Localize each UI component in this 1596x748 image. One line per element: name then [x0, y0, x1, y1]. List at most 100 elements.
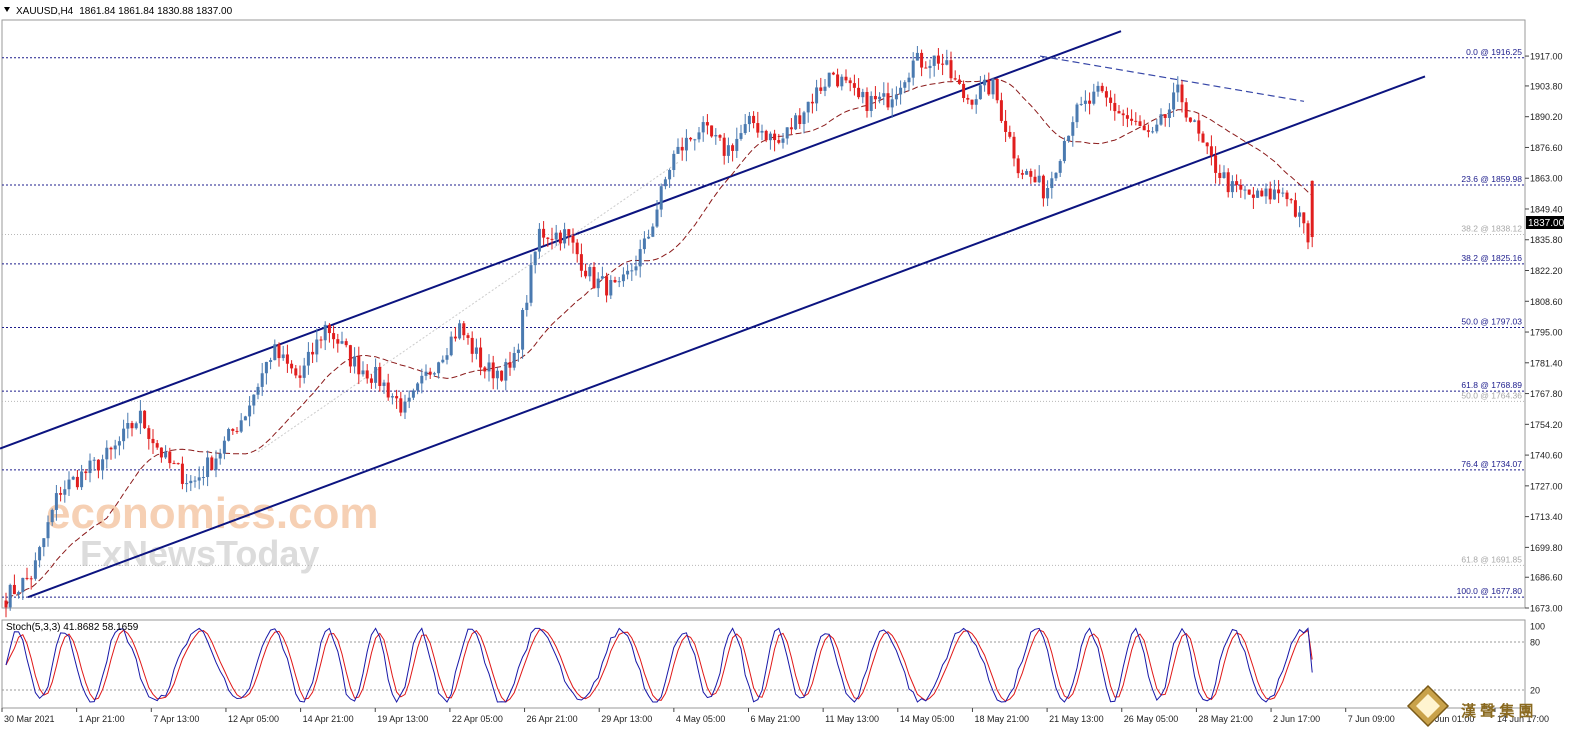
- candle-body: [155, 443, 159, 448]
- candle-body: [159, 447, 163, 458]
- candle: [428, 367, 432, 379]
- candle-body: [1130, 118, 1134, 121]
- candle-body: [915, 52, 919, 61]
- candle-body: [445, 355, 449, 360]
- candle: [319, 336, 323, 349]
- candle: [718, 134, 722, 141]
- candle-body: [642, 238, 646, 250]
- candle-body: [147, 428, 151, 439]
- candle: [869, 91, 873, 118]
- candle: [806, 101, 810, 123]
- stoch-main-line: [5, 627, 1313, 704]
- candle: [38, 545, 42, 568]
- candle: [1109, 90, 1113, 111]
- candle-body: [117, 441, 121, 446]
- candle: [1201, 131, 1205, 143]
- candle-body: [575, 242, 579, 255]
- candle: [546, 237, 550, 247]
- current-price-label: 1837.00: [1528, 218, 1565, 229]
- candle: [957, 74, 961, 85]
- candle-body: [88, 460, 92, 474]
- candle: [1289, 198, 1293, 204]
- candle-body: [848, 80, 852, 84]
- stoch-axis-label: 100: [1530, 622, 1545, 632]
- candle: [122, 419, 126, 450]
- candle: [743, 114, 747, 135]
- candle: [46, 515, 50, 547]
- candle-body: [1092, 91, 1096, 104]
- price-axis-label: 1903.80: [1530, 81, 1563, 91]
- candle-body: [760, 130, 764, 133]
- candle: [8, 583, 12, 611]
- time-axis-label: 6 May 21:00: [751, 714, 801, 724]
- candle-body: [1306, 223, 1310, 243]
- candle: [487, 354, 491, 382]
- candle: [1016, 155, 1020, 179]
- collapse-triangle-icon[interactable]: [4, 7, 10, 12]
- candle: [466, 332, 470, 345]
- candle: [185, 473, 189, 493]
- candle-body: [1125, 115, 1129, 119]
- candle: [752, 111, 756, 129]
- candle-body: [302, 365, 306, 378]
- candle-body: [626, 270, 630, 275]
- candle-body: [4, 600, 8, 608]
- price-axis-label: 1876.60: [1530, 143, 1563, 153]
- candle: [1041, 174, 1045, 207]
- fib-level-label: 100.0 @ 1677.80: [1457, 586, 1523, 596]
- candle: [1071, 116, 1075, 147]
- candle: [495, 367, 499, 390]
- candle-body: [1121, 113, 1125, 116]
- candle: [315, 328, 319, 363]
- candle-body: [101, 459, 105, 471]
- candle-body: [67, 479, 71, 490]
- candle: [479, 337, 483, 376]
- candle-body: [718, 135, 722, 138]
- candle: [1130, 109, 1134, 126]
- candle-body: [861, 91, 865, 98]
- candle-body: [903, 82, 907, 88]
- candle: [798, 108, 802, 129]
- candle: [59, 486, 63, 502]
- candle: [907, 72, 911, 91]
- fib-level-label: 61.8 @ 1768.89: [1461, 380, 1522, 390]
- candle-body: [1029, 171, 1033, 177]
- candle: [1054, 172, 1058, 182]
- candle: [214, 450, 218, 478]
- candle: [680, 137, 684, 161]
- candle-body: [495, 370, 499, 379]
- price-axis-label: 1740.60: [1530, 451, 1563, 461]
- candle-body: [974, 99, 978, 105]
- candle: [773, 129, 777, 152]
- candle: [571, 228, 575, 254]
- candle-body: [563, 229, 567, 244]
- candle: [840, 74, 844, 91]
- candle-body: [416, 383, 420, 391]
- price-axis-label: 1781.40: [1530, 358, 1563, 368]
- candle-body: [84, 471, 88, 474]
- time-axis-label: 4 May 05:00: [676, 714, 726, 724]
- price-axis-label: 1686.60: [1530, 573, 1563, 583]
- candle-body: [374, 366, 378, 383]
- candle-body: [907, 77, 911, 83]
- candle: [1155, 119, 1159, 134]
- candle: [1025, 168, 1029, 175]
- candle-body: [537, 228, 541, 252]
- candle-body: [588, 266, 592, 277]
- candle-body: [1302, 212, 1306, 224]
- candle: [176, 462, 180, 465]
- candle-body: [865, 91, 869, 111]
- candle-body: [978, 85, 982, 100]
- candle-body: [176, 463, 180, 465]
- candle: [966, 94, 970, 105]
- candle-body: [634, 266, 638, 271]
- stoch-panel-frame: [1, 619, 1526, 709]
- candle: [689, 137, 693, 142]
- candle: [231, 428, 235, 435]
- time-axis-label: 14 Jun 17:00: [1497, 714, 1549, 724]
- candle: [1293, 192, 1297, 218]
- candle: [668, 168, 672, 188]
- candle-body: [579, 254, 583, 271]
- time-axis-label: 19 Apr 13:00: [377, 714, 428, 724]
